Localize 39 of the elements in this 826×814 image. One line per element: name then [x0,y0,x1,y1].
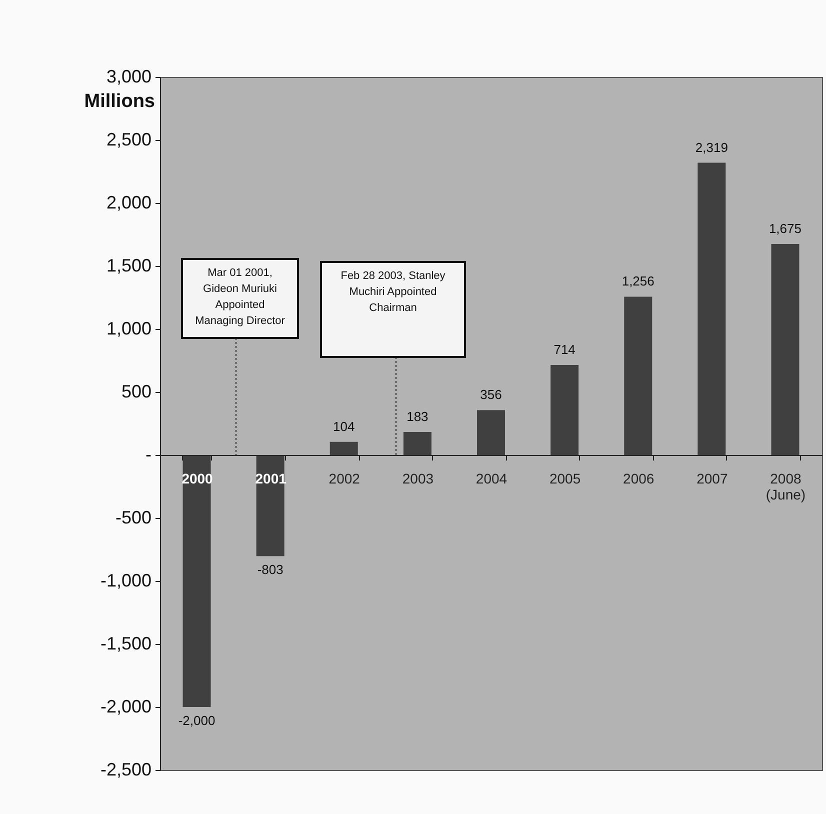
data-label: 1,256 [622,274,654,289]
y-tick-label: -1,500 [100,634,152,654]
data-label: 1,675 [768,220,802,236]
data-label: 104 [333,418,355,434]
bar [182,455,211,707]
data-label: -803 [257,562,284,578]
y-tick-label: 3,000 [106,66,152,86]
y-tick-label: 1,000 [106,318,152,338]
y-tick-label: -500 [115,508,152,528]
bar [698,162,726,455]
annotation: Mar 01 2001, Gideon Muriuki Appointed Managing Director [195,267,286,327]
x-tick-label: 2002 [328,470,360,486]
y-tick-label: -1,000 [100,570,152,590]
y-tick-label: -2,000 [100,696,152,716]
bar [477,410,505,455]
y-axis-title: Millions [84,91,155,112]
y-tick-label: 2,500 [106,130,152,150]
data-label: -2,000 [178,713,216,728]
y-tick-label: - [146,444,152,464]
data-label: 356 [480,387,502,402]
y-tick-label: -2,500 [100,760,152,780]
x-tick-label: 2005 [549,470,581,486]
y-tick-label: 1,500 [106,256,152,276]
x-tick-label: 2008 (June) [766,470,806,502]
bar [624,296,652,455]
x-tick-label: 2006 [623,470,654,486]
y-tick-label: 500 [121,382,152,402]
bar [330,442,358,455]
x-tick-label: 2003 [402,470,434,486]
bar [771,244,800,455]
data-label: 2,319 [695,140,728,155]
data-label: 183 [406,408,428,424]
bar [403,432,432,455]
x-tick-label: 2007 [696,470,728,486]
bar [550,365,579,455]
y-tick-label: 2,000 [106,192,152,212]
x-tick-label: 2004 [476,470,508,486]
annotation: Feb 28 2003, Stanley Muchiri Appointed Chairman [340,270,446,314]
data-label: 714 [554,342,576,358]
